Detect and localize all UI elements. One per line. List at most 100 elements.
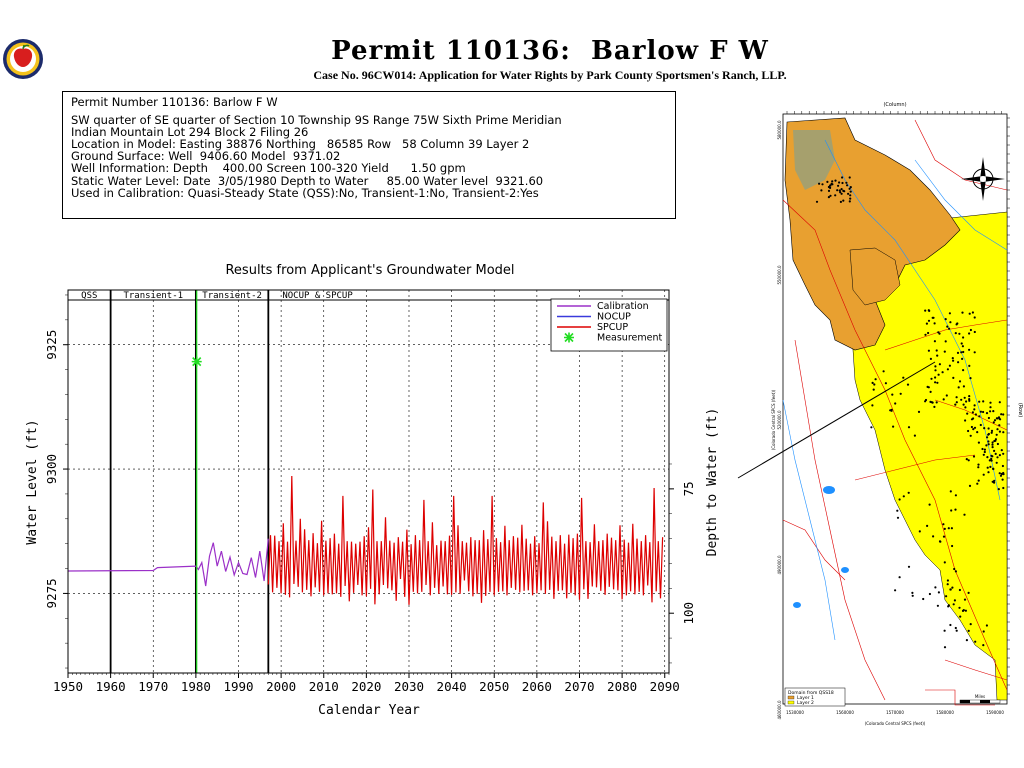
well-point [936,604,939,607]
well-point [907,491,910,494]
well-point [929,357,932,360]
model-domain-map: (Column) (Colorado Central SPCS (feet)) … [737,102,1023,726]
y-tick-label: 9300 [44,454,59,484]
well-point [990,457,993,460]
legend-marker-measurement [564,332,574,343]
well-point [927,349,930,352]
well-point [957,386,960,389]
well-point [917,410,921,413]
well-point [934,365,937,368]
well-point [929,390,932,393]
well-point [1002,413,1005,416]
map-streams [782,139,1008,641]
well-point [979,423,982,427]
plot-frame [67,289,670,674]
y-right-tick-label: 100 [681,602,696,625]
well-point [996,428,999,431]
well-point [884,382,887,385]
well-point [969,377,972,380]
series-line-spcup [267,475,664,605]
well-point [992,467,995,470]
well-point [949,321,952,324]
well-point [951,544,954,548]
well-point [968,484,972,487]
well-point [936,381,939,384]
x-tick-label: 2090 [650,679,680,694]
info-heading: Permit Number 110136: Barlow F W [71,95,278,109]
well-point [964,406,967,409]
well-point [934,369,937,372]
well-point [933,405,936,408]
well-point [927,319,931,322]
well-point [968,364,971,367]
well-point [925,322,928,325]
well-point [826,180,829,183]
well-point [979,410,982,413]
well-point [962,403,965,406]
well-point [969,434,972,437]
info-line-well: Well Information: Depth 400.00 Screen 10… [71,161,466,176]
well-point [954,332,957,335]
well-point [843,190,846,193]
map-x-tick-label: 1560000 [836,710,854,715]
well-point [830,182,833,185]
well-point [954,570,957,573]
well-point [1000,449,1003,452]
x-tick-label: 2030 [394,679,424,694]
well-point [934,586,937,589]
well-point [987,440,990,443]
info-line-lot: Indian Mountain Lot 294 Block 2 Filing 2… [71,125,309,140]
well-point [848,200,851,203]
well-point [998,454,1001,457]
well-point [934,376,937,379]
well-point [991,441,994,444]
well-point [954,626,957,630]
well-point [870,426,873,429]
well-point [848,187,851,190]
map-x-tick-label: 1590000 [986,710,1004,715]
well-point [952,376,955,379]
well-point [933,322,936,325]
well-point [994,438,997,441]
well-point [971,311,974,314]
map-well-points [815,176,1005,649]
well-point [1000,413,1003,416]
well-point [985,624,988,627]
well-point [943,629,946,632]
period-label: Transient-1 [123,291,183,301]
well-point [961,345,964,348]
well-point [959,615,962,618]
well-point [989,465,992,468]
well-point [871,404,874,407]
well-point [929,400,932,403]
well-point [840,192,843,195]
well-point [815,200,819,203]
well-point [834,179,837,182]
info-line-location: Location in Model: Easting 38876 Northin… [71,137,530,152]
y-tick-label: 9275 [44,578,59,608]
well-point [839,200,842,203]
well-point [894,589,897,592]
x-tick-label: 1970 [138,679,168,694]
well-point [918,530,921,533]
map-y-tick-label: 490000.0 [777,555,782,575]
well-point [995,433,998,436]
well-point [978,400,981,403]
map-hatched-area [793,130,835,190]
well-point [842,199,845,202]
legend-label: Calibration [597,301,649,312]
well-point [983,427,986,430]
well-point [973,408,976,411]
well-point [873,383,876,386]
well-point [958,588,961,592]
well-point [899,392,902,395]
map-x-tick-label: 1580000 [936,710,954,715]
legend-label: SPCUP [597,322,628,333]
well-point [967,459,970,462]
well-point [987,471,990,474]
well-point [946,579,949,582]
well-point [932,535,935,538]
well-point [977,463,980,466]
well-point [962,385,965,388]
well-point [960,398,963,401]
